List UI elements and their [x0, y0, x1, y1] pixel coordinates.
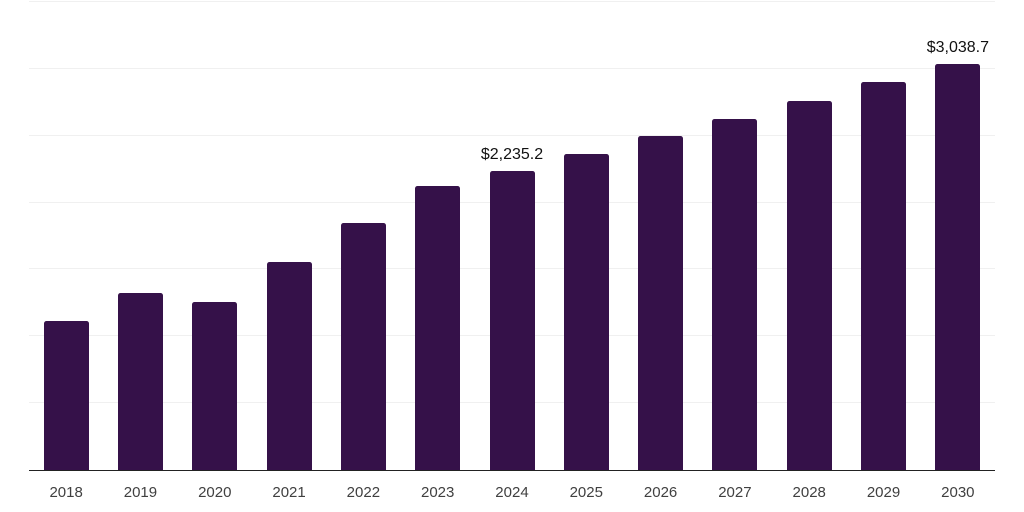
- bar-2026: [638, 136, 684, 470]
- gridline-2500: [29, 134, 995, 136]
- x-tick-2023: 2023: [420, 484, 455, 501]
- x-tick-2019: 2019: [123, 484, 158, 501]
- bar-2024: [489, 171, 535, 470]
- x-tick-2024: 2024: [495, 484, 529, 501]
- plot-area: $2,235.2 $3,038.7: [29, 1, 995, 471]
- bar-2025: [563, 153, 609, 470]
- bar-2019: [117, 292, 163, 470]
- x-tick-2021: 2021: [272, 484, 306, 501]
- x-tick-2020: 2020: [198, 484, 232, 501]
- x-tick-2025: 2025: [569, 484, 603, 501]
- x-tick-2027: 2027: [718, 484, 752, 501]
- bar-2022: [340, 223, 386, 470]
- x-tick-2022: 2022: [346, 484, 381, 501]
- data-label-2024: $2,235.2: [480, 146, 544, 164]
- x-axis: 2018 2019 2020 2021 2022 2023 2024 2025 2026 2027…: [29, 471, 995, 512]
- x-tick-2029: 2029: [866, 484, 901, 501]
- gridline-3000: [29, 67, 995, 69]
- x-tick-2018: 2018: [49, 484, 83, 501]
- bar-2021: [266, 262, 312, 470]
- data-label-2030: $3,038.7: [926, 38, 989, 56]
- bar-2027: [712, 119, 758, 470]
- bar-2029: [861, 81, 907, 470]
- bar-2020: [192, 302, 238, 470]
- bar-2023: [415, 186, 461, 470]
- x-tick-2028: 2028: [792, 484, 826, 501]
- x-tick-2030: 2030: [941, 484, 975, 501]
- bar-2028: [786, 100, 832, 470]
- bar-2030: [935, 63, 981, 470]
- x-tick-2026: 2026: [643, 484, 678, 501]
- gridline-3500: [29, 1, 995, 2]
- bar-2018: [43, 321, 89, 470]
